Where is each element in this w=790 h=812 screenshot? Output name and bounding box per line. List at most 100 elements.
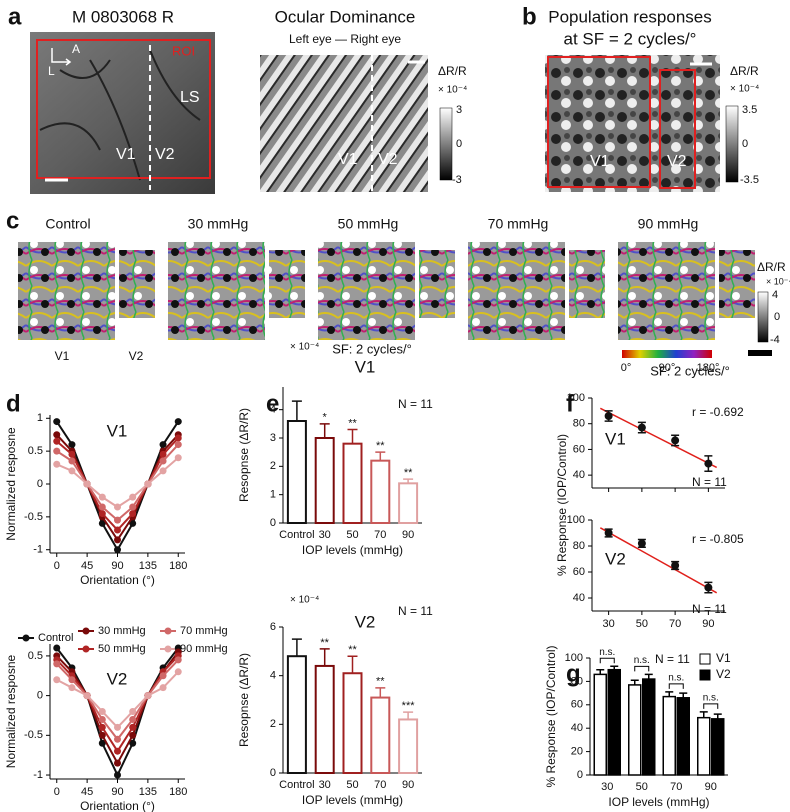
legend-swatch bbox=[699, 669, 711, 681]
bracket-label: n.s. bbox=[634, 655, 650, 666]
data-point bbox=[144, 692, 152, 700]
x-tick-label: 70 bbox=[374, 779, 386, 791]
data-point bbox=[159, 672, 167, 680]
area-label: LS bbox=[180, 89, 200, 106]
data-point bbox=[53, 447, 61, 455]
colorbar bbox=[439, 107, 453, 181]
y-axis-label: Normalized resposne bbox=[4, 427, 18, 541]
data-point bbox=[83, 480, 91, 488]
legend-label: 50 mmHg bbox=[98, 643, 146, 655]
error-bar bbox=[596, 668, 605, 675]
x-axis-label: Orientation (°) bbox=[80, 799, 155, 812]
panel-letter: g bbox=[566, 660, 581, 687]
data-point bbox=[98, 493, 106, 501]
annotation: r = -0.805 bbox=[692, 532, 744, 546]
bracket-label: n.s. bbox=[703, 692, 719, 703]
fit-line bbox=[599, 527, 718, 594]
arrow-label: L bbox=[48, 64, 55, 78]
data-point bbox=[129, 708, 137, 715]
y-tick-label: -0.5 bbox=[24, 729, 43, 741]
legend-marker bbox=[22, 634, 30, 642]
bar bbox=[286, 655, 307, 775]
area-label: V2 bbox=[667, 153, 687, 170]
x-tick-label: 50 bbox=[636, 618, 648, 630]
x-tick-label: 70 bbox=[669, 618, 681, 630]
orientation-tick: 0° bbox=[621, 362, 632, 374]
x-tick-label: 45 bbox=[81, 560, 93, 572]
bar bbox=[314, 664, 335, 775]
data-point bbox=[159, 684, 167, 692]
data-point bbox=[129, 519, 137, 527]
data-point bbox=[98, 723, 106, 731]
x-tick-label: 90 bbox=[705, 781, 717, 793]
bar bbox=[676, 697, 690, 776]
orientation-map-v1 bbox=[18, 242, 115, 340]
axis-scale: × 10⁻⁴ bbox=[290, 595, 319, 606]
error-bar bbox=[403, 711, 414, 720]
panel-letter: c bbox=[6, 207, 19, 234]
error-bar bbox=[347, 428, 358, 444]
panel-letter: f bbox=[566, 390, 575, 417]
y-tick-label: 0 bbox=[270, 517, 276, 529]
y-axis-label: Normalized resposne bbox=[4, 654, 18, 768]
data-point bbox=[114, 771, 121, 779]
significance: *** bbox=[402, 700, 416, 712]
panel-letter: e bbox=[266, 390, 279, 417]
data-point bbox=[114, 516, 121, 524]
data-point bbox=[98, 503, 106, 511]
x-tick-label: 180 bbox=[169, 560, 187, 572]
condition-label: Control bbox=[45, 216, 90, 232]
data-point bbox=[604, 412, 613, 420]
data-point bbox=[704, 459, 713, 468]
area-label: V2 bbox=[129, 349, 144, 363]
data-point bbox=[129, 493, 137, 501]
legend-marker bbox=[164, 627, 172, 635]
data-point bbox=[98, 708, 106, 715]
orientation-maps: Control 30 mmHg 50 mmHg 70 mmHg 90 mmHg bbox=[18, 216, 755, 340]
chart-title: V2 bbox=[355, 612, 376, 631]
annotation: N = 11 bbox=[692, 602, 727, 616]
data-point bbox=[704, 583, 713, 592]
x-axis-label: IOP levels (mmHg) bbox=[608, 795, 709, 809]
colorbar bbox=[725, 105, 739, 183]
y-tick-label: 100 bbox=[565, 652, 583, 664]
error-bar bbox=[347, 655, 358, 674]
x-tick-label: 70 bbox=[374, 529, 386, 541]
image-title: Ocular Dominance bbox=[275, 7, 416, 26]
y-tick-label: 100 bbox=[567, 514, 585, 526]
y-tick-label: 2 bbox=[270, 460, 276, 472]
area-label: V1 bbox=[590, 153, 610, 170]
x-tick-label: 30 bbox=[603, 618, 615, 630]
error-bar bbox=[713, 713, 722, 719]
data-point bbox=[159, 467, 167, 475]
y-tick-label: 4 bbox=[270, 670, 276, 682]
data-point bbox=[98, 519, 106, 527]
colorbar-label: ΔR/R bbox=[438, 64, 467, 78]
colorbar-tick: -3.5 bbox=[740, 174, 759, 186]
x-tick-label: 50 bbox=[636, 781, 648, 793]
y-tick-label: -0.5 bbox=[24, 511, 43, 523]
x-tick-label: 90 bbox=[402, 779, 414, 791]
panel-letter: a bbox=[8, 3, 22, 30]
roi-box bbox=[547, 56, 651, 188]
y-tick-label: 4 bbox=[270, 404, 276, 416]
annotation: N = 11 bbox=[692, 475, 727, 489]
data-point bbox=[68, 676, 76, 684]
significance: ** bbox=[348, 417, 357, 429]
annotation: N = 11 bbox=[655, 652, 690, 666]
x-axis-label: IOP levels (mmHg) bbox=[302, 543, 403, 557]
bar bbox=[342, 672, 363, 775]
colorbar-scale: × 10⁻⁴ bbox=[730, 84, 759, 95]
significance: ** bbox=[348, 644, 357, 656]
image-subtitle: at SF = 2 cycles/° bbox=[564, 29, 697, 48]
data-point bbox=[114, 526, 121, 534]
data-point bbox=[68, 441, 76, 449]
annotation: r = -0.692 bbox=[692, 405, 744, 419]
scale-bar bbox=[748, 350, 772, 356]
y-tick-label: 60 bbox=[573, 566, 585, 578]
bar bbox=[370, 459, 391, 524]
x-tick-label: 50 bbox=[346, 529, 358, 541]
y-tick-label: 40 bbox=[573, 592, 585, 604]
chart-title: V1 bbox=[107, 421, 128, 440]
significance: ** bbox=[404, 467, 413, 479]
